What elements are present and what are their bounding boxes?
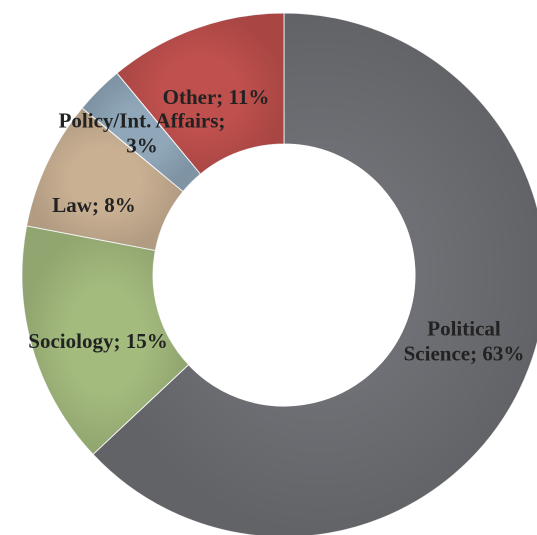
slice-label-political-science: Political Science; 63% xyxy=(404,317,525,366)
slices-layer xyxy=(21,12,537,535)
slice-label-other: Other; 11% xyxy=(163,85,270,109)
slice-label-line: Political xyxy=(427,317,501,341)
slice-label-line: 3% xyxy=(126,134,158,158)
slice-label-line: Other; 11% xyxy=(163,85,270,109)
slice-label-sociology: Sociology; 15% xyxy=(28,329,167,353)
slice-shade xyxy=(26,107,184,251)
slice-label-line: Sociology; 15% xyxy=(28,329,167,353)
slice-label-policy-int-affairs: Policy/Int. Affairs; 3% xyxy=(59,109,226,158)
slice-label-line: Law; 8% xyxy=(52,193,135,217)
slice-shade xyxy=(116,13,285,175)
labels-layer: Political Science; 63% Sociology; 15% Law; … xyxy=(28,85,524,366)
slice-shade xyxy=(93,13,537,535)
slice-label-line: Policy/Int. Affairs; xyxy=(59,109,226,133)
slice-label-law: Law; 8% xyxy=(52,193,135,217)
slice-label-line: Science; 63% xyxy=(404,342,525,366)
slice-shade xyxy=(82,73,201,192)
slice-shade xyxy=(22,225,189,455)
